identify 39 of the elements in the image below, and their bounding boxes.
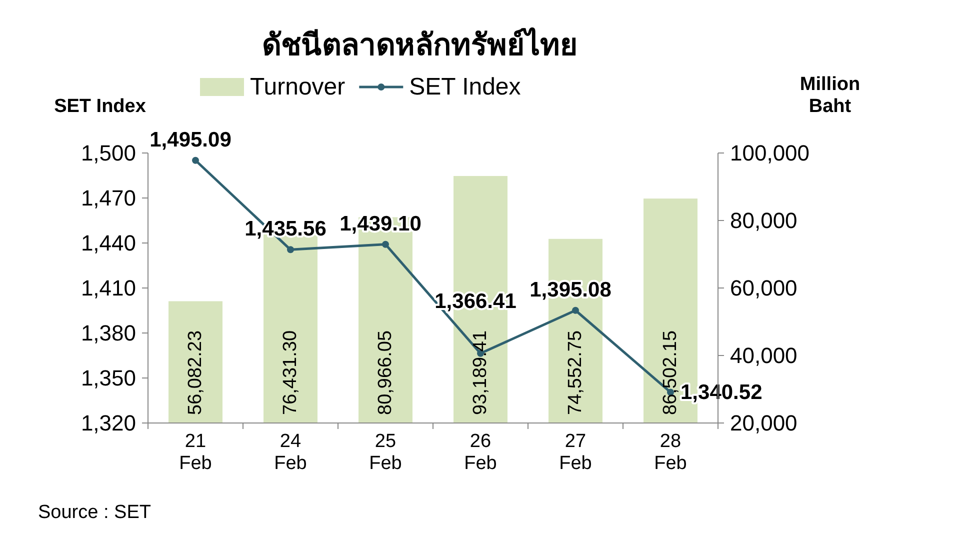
data-label: 1,495.09 bbox=[150, 128, 232, 152]
x-tick-label: 27 Feb bbox=[559, 431, 592, 474]
x-tick-label: 24 Feb bbox=[274, 431, 307, 474]
y2-tick-label: 100,000 bbox=[730, 140, 810, 166]
y2-tick-label: 20,000 bbox=[730, 410, 798, 436]
point bbox=[382, 240, 389, 248]
data-label: 76,431.30 bbox=[280, 330, 301, 415]
y-tick-label: 1,500 bbox=[80, 140, 136, 166]
legend-label: Turnover bbox=[250, 74, 346, 100]
y-tick-label: 1,410 bbox=[80, 276, 136, 300]
x-tick-label: 26 Feb bbox=[464, 431, 497, 474]
y2-tick-label: 80,000 bbox=[730, 208, 798, 233]
y-tick-label: 1,320 bbox=[80, 410, 136, 436]
point bbox=[287, 246, 294, 254]
data-label: 1,439.10 bbox=[340, 212, 422, 236]
data-label: 80,966.05 bbox=[375, 330, 396, 415]
source-note: Source : SET bbox=[38, 502, 152, 523]
data-label: 93,189.41 bbox=[470, 330, 491, 415]
point bbox=[192, 156, 199, 164]
data-label: 1,366.41 bbox=[434, 290, 517, 313]
y2-tick-label: 60,000 bbox=[730, 276, 798, 300]
point bbox=[572, 306, 579, 314]
data-label: 86,502.15 bbox=[660, 330, 681, 415]
y-tick-label: 1,350 bbox=[80, 366, 136, 390]
x-tick-label: 28 Feb bbox=[654, 431, 687, 474]
data-label: 1,340.52 bbox=[680, 381, 762, 404]
y2-axis-title: Million Baht bbox=[800, 74, 860, 117]
data-label: 56,082.23 bbox=[185, 330, 206, 415]
x-tick-label: 21 Feb bbox=[179, 431, 212, 474]
y-tick-label: 1,470 bbox=[80, 186, 136, 210]
y-tick-label: 1,380 bbox=[80, 320, 136, 346]
y2-tick-label: 40,000 bbox=[730, 343, 798, 368]
y-tick-label: 1,440 bbox=[80, 230, 136, 256]
data-label: 74,552.75 bbox=[565, 330, 586, 415]
data-label: 1,395.08 bbox=[530, 278, 612, 302]
chart-title: ดัชนีตลาดหลักทรัพย์ไทย bbox=[262, 27, 578, 62]
x-tick-label: 25 Feb bbox=[369, 431, 402, 474]
legend-label: SET Index bbox=[409, 74, 521, 100]
y-axis-title: SET Index bbox=[54, 96, 146, 117]
